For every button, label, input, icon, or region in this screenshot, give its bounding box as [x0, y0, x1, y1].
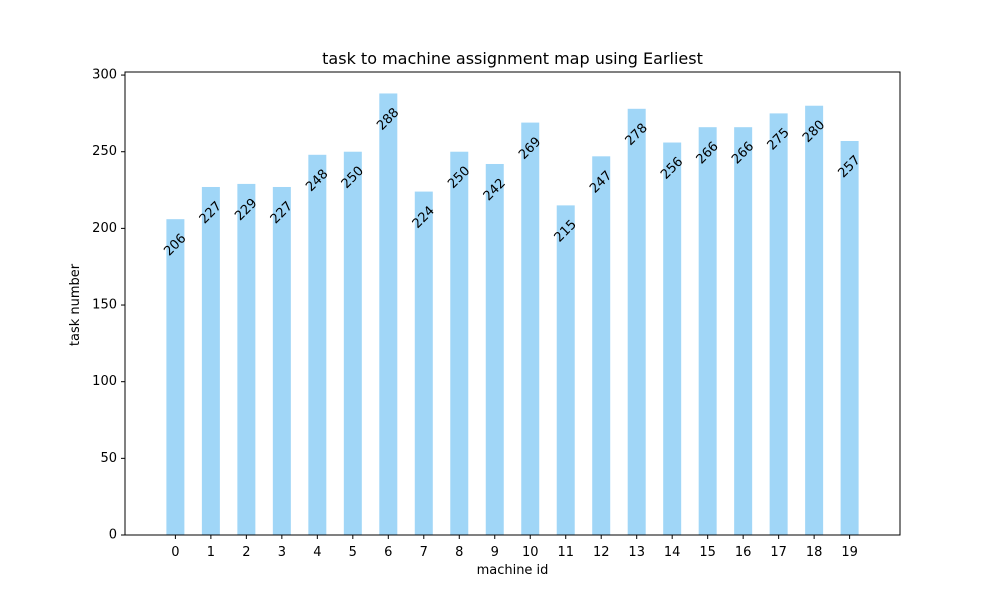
y-axis-label: task number [68, 263, 83, 346]
x-tick-label-9: 9 [491, 545, 499, 560]
y-tick-label-0: 0 [109, 528, 117, 543]
data-label-12: 247 [587, 168, 615, 196]
x-tick-label-15: 15 [699, 545, 716, 560]
bar-6 [379, 93, 398, 536]
data-label-18: 280 [800, 118, 828, 146]
y-axis: 0 50 100 150 200 250 300 [92, 68, 125, 543]
x-tick-label-5: 5 [349, 545, 357, 560]
y-tick-label-100: 100 [92, 374, 117, 389]
chart-title: task to machine assignment map using Ear… [322, 49, 703, 68]
y-tick-label-150: 150 [92, 298, 117, 313]
bar-17 [769, 113, 788, 535]
data-label-1: 227 [197, 199, 225, 227]
data-label-9: 242 [481, 176, 509, 204]
data-label-2: 229 [232, 196, 260, 224]
y-tick-label-200: 200 [92, 221, 117, 236]
bar-13 [627, 108, 646, 535]
plot-frame [124, 71, 901, 536]
bar-12 [592, 156, 611, 535]
x-tick-label-19: 19 [841, 545, 858, 560]
x-tick-label-10: 10 [522, 545, 539, 560]
data-label-17: 275 [765, 125, 793, 153]
y-tick-label-300: 300 [92, 68, 117, 83]
data-label-0: 206 [161, 231, 189, 259]
data-label-6: 288 [374, 105, 402, 133]
data-label-10: 269 [516, 135, 544, 163]
x-tick-label-3: 3 [278, 545, 286, 560]
bar-11 [556, 205, 575, 535]
x-tick-label-17: 17 [770, 545, 787, 560]
data-label-15: 266 [694, 139, 722, 167]
bar-1 [201, 186, 220, 535]
bar-4 [308, 154, 327, 535]
bar-15 [698, 127, 717, 536]
bar-10 [521, 122, 540, 535]
x-tick-label-1: 1 [207, 545, 215, 560]
bar-18 [805, 105, 824, 535]
bar-7 [414, 191, 433, 536]
data-label-13: 278 [623, 121, 651, 149]
data-label-8: 250 [445, 164, 473, 192]
y-tick-label-250: 250 [92, 144, 117, 159]
bar-0 [166, 219, 185, 535]
x-tick-label-14: 14 [664, 545, 681, 560]
data-label-4: 248 [303, 167, 331, 195]
data-label-19: 257 [836, 153, 864, 181]
bar-3 [272, 186, 291, 535]
data-label-11: 215 [552, 217, 580, 245]
bar-5 [343, 151, 362, 535]
x-tick-label-2: 2 [242, 545, 250, 560]
x-tick-label-7: 7 [420, 545, 428, 560]
bar-9 [485, 163, 504, 535]
x-tick-label-6: 6 [384, 545, 392, 560]
x-tick-label-11: 11 [557, 545, 574, 560]
x-tick-label-8: 8 [455, 545, 463, 560]
bar-2 [237, 183, 256, 535]
bar-19 [840, 140, 859, 536]
data-label-7: 224 [410, 204, 438, 232]
x-tick-label-18: 18 [806, 545, 823, 560]
bar-8 [450, 151, 469, 535]
y-tick-label-50: 50 [100, 451, 117, 466]
data-label-3: 227 [268, 199, 296, 227]
x-tick-label-4: 4 [313, 545, 321, 560]
data-label-16: 266 [729, 139, 757, 167]
x-tick-label-0: 0 [171, 545, 179, 560]
x-tick-label-16: 16 [735, 545, 752, 560]
bars-group [166, 93, 859, 536]
data-label-14: 256 [658, 154, 686, 182]
x-axis: 0 1 2 3 4 5 6 7 8 9 10 11 12 13 14 15 16 17 18 19 [171, 535, 858, 560]
x-tick-label-12: 12 [593, 545, 610, 560]
x-axis-label: machine id [477, 563, 549, 578]
bar-14 [663, 142, 682, 535]
bar-16 [734, 127, 753, 536]
x-tick-label-13: 13 [628, 545, 645, 560]
data-label-5: 250 [339, 164, 367, 192]
